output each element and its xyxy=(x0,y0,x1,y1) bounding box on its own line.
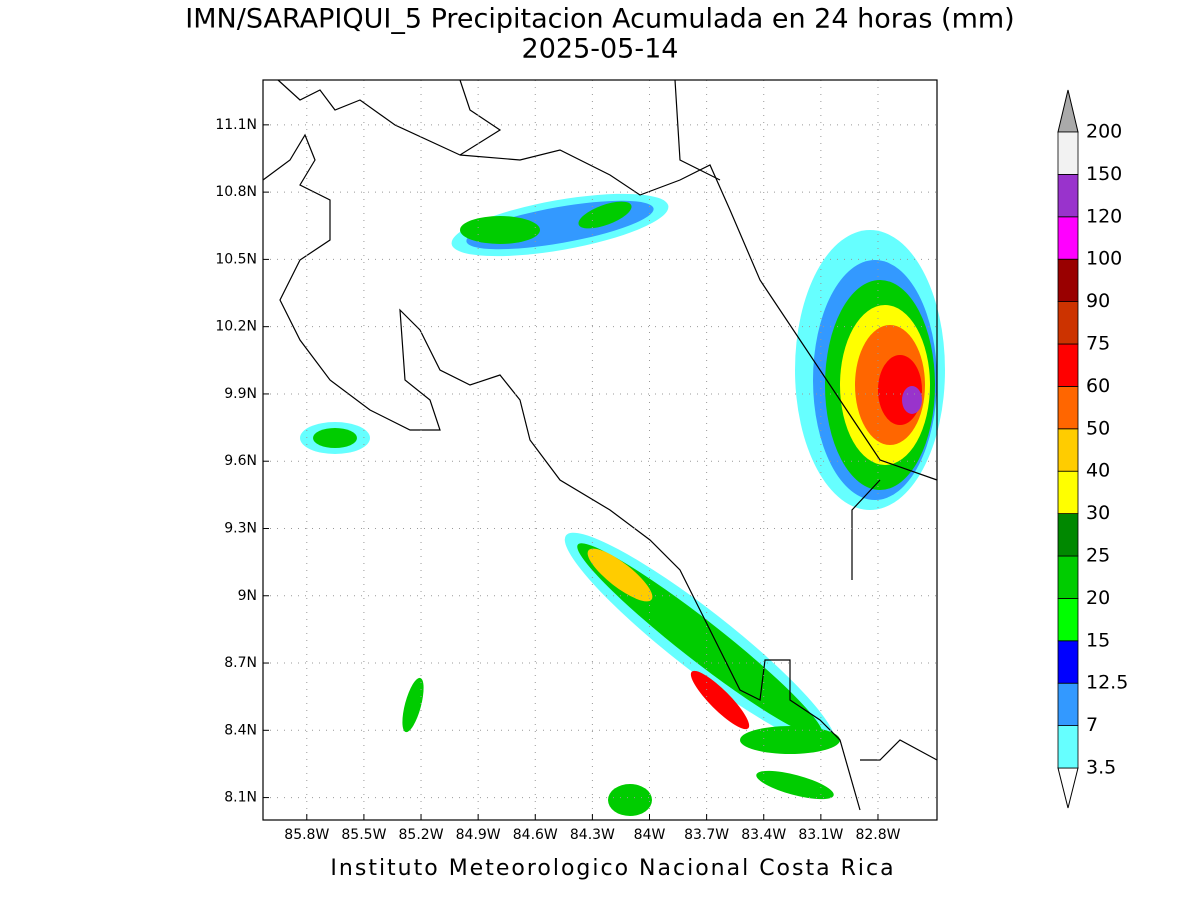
colorbar-bin xyxy=(1057,258,1079,303)
border xyxy=(851,479,881,580)
colorbar-bin xyxy=(1057,343,1079,387)
lon-tick-label: 83.1W xyxy=(798,827,843,843)
colorbar-bin xyxy=(1057,682,1079,727)
lon-tick-label: 83.4W xyxy=(741,827,786,843)
lat-tick-label: 9.9N xyxy=(224,386,257,402)
colorbar-bin xyxy=(1057,216,1079,260)
colorbar-under xyxy=(1057,767,1079,809)
rain-area xyxy=(740,726,840,754)
lat-tick-label: 9N xyxy=(238,588,257,604)
rain-area xyxy=(587,548,653,602)
rain-area xyxy=(902,386,922,414)
colorbar-label: 7 xyxy=(1086,714,1098,736)
coastline xyxy=(262,133,861,811)
colorbar: 3.5 7 12.5 15 20 25 30 40 50 60 75 90 100 120 150 200 xyxy=(1057,89,1128,809)
colorbar-bin xyxy=(1057,173,1079,218)
colorbar-label: 120 xyxy=(1086,205,1122,227)
map-date: 2025-05-14 xyxy=(522,34,679,65)
lat-tick-label: 10.2N xyxy=(215,319,257,335)
rain-area xyxy=(313,428,357,448)
rain-area xyxy=(608,784,652,816)
colorbar-label: 12.5 xyxy=(1086,672,1128,694)
coastline xyxy=(674,79,721,181)
coastline xyxy=(860,739,938,761)
lat-tick-label: 10.8N xyxy=(215,184,257,200)
lat-tick-label: 9.3N xyxy=(224,520,257,536)
colorbar-bin xyxy=(1057,301,1079,345)
lon-tick-label: 84W xyxy=(634,827,666,843)
colorbar-label: 25 xyxy=(1086,545,1110,567)
colorbar-label: 30 xyxy=(1086,502,1110,524)
colorbar-over xyxy=(1057,89,1079,133)
colorbar-label: 200 xyxy=(1086,121,1122,143)
colorbar-label: 100 xyxy=(1086,248,1122,270)
colorbar-bin xyxy=(1057,470,1079,515)
map-title: IMN/SARAPIQUI_5 Precipitacion Acumulada … xyxy=(185,4,1014,35)
lon-tick-label: 85.2W xyxy=(399,827,444,843)
colorbar-label: 150 xyxy=(1086,163,1122,185)
border xyxy=(459,149,938,481)
lon-tick-label: 85.5W xyxy=(341,827,386,843)
lon-tick-label: 85.8W xyxy=(284,827,329,843)
rain-area xyxy=(756,770,834,800)
rain-area xyxy=(690,670,750,730)
lat-tick-label: 8.7N xyxy=(224,655,257,671)
lon-tick-label: 84.6W xyxy=(513,827,558,843)
rain-area xyxy=(402,677,424,733)
colorbar-bin xyxy=(1057,555,1079,599)
lon-tick-label: 83.7W xyxy=(684,827,729,843)
lat-tick-label: 11.1N xyxy=(215,117,257,133)
rain-area xyxy=(460,216,540,244)
colorbar-label: 90 xyxy=(1086,290,1110,312)
map-frame xyxy=(262,79,938,821)
colorbar-label: 20 xyxy=(1086,587,1110,609)
footer: Instituto Meteorologico Nacional Costa R… xyxy=(330,856,895,881)
colorbar-label: 60 xyxy=(1086,375,1110,397)
colorbar-bin xyxy=(1057,131,1079,175)
colorbar-label: 75 xyxy=(1086,333,1110,355)
coastline xyxy=(277,79,502,156)
colorbar-label: 50 xyxy=(1086,417,1110,439)
colorbar-bin xyxy=(1057,385,1079,430)
lat-tick-label: 9.6N xyxy=(224,453,257,469)
lon-tick-label: 82.8W xyxy=(855,827,900,843)
colorbar-bin xyxy=(1057,640,1079,684)
lat-tick-label: 10.5N xyxy=(215,251,257,267)
map-area xyxy=(262,79,945,821)
lon-tick-label: 84.9W xyxy=(456,827,501,843)
lat-tick-label: 8.4N xyxy=(224,722,257,738)
grid xyxy=(263,80,937,820)
colorbar-label: 3.5 xyxy=(1086,757,1116,779)
colorbar-bin xyxy=(1057,725,1079,769)
colorbar-label: 15 xyxy=(1086,629,1110,651)
colorbar-bin xyxy=(1057,513,1079,557)
colorbar-bin xyxy=(1057,428,1079,472)
lon-tick-label: 84.3W xyxy=(570,827,615,843)
coastlines xyxy=(262,79,938,811)
colorbar-bin xyxy=(1057,598,1079,642)
rain-area xyxy=(578,201,632,229)
colorbar-label: 40 xyxy=(1086,460,1110,482)
lat-tick-label: 8.1N xyxy=(224,790,257,806)
